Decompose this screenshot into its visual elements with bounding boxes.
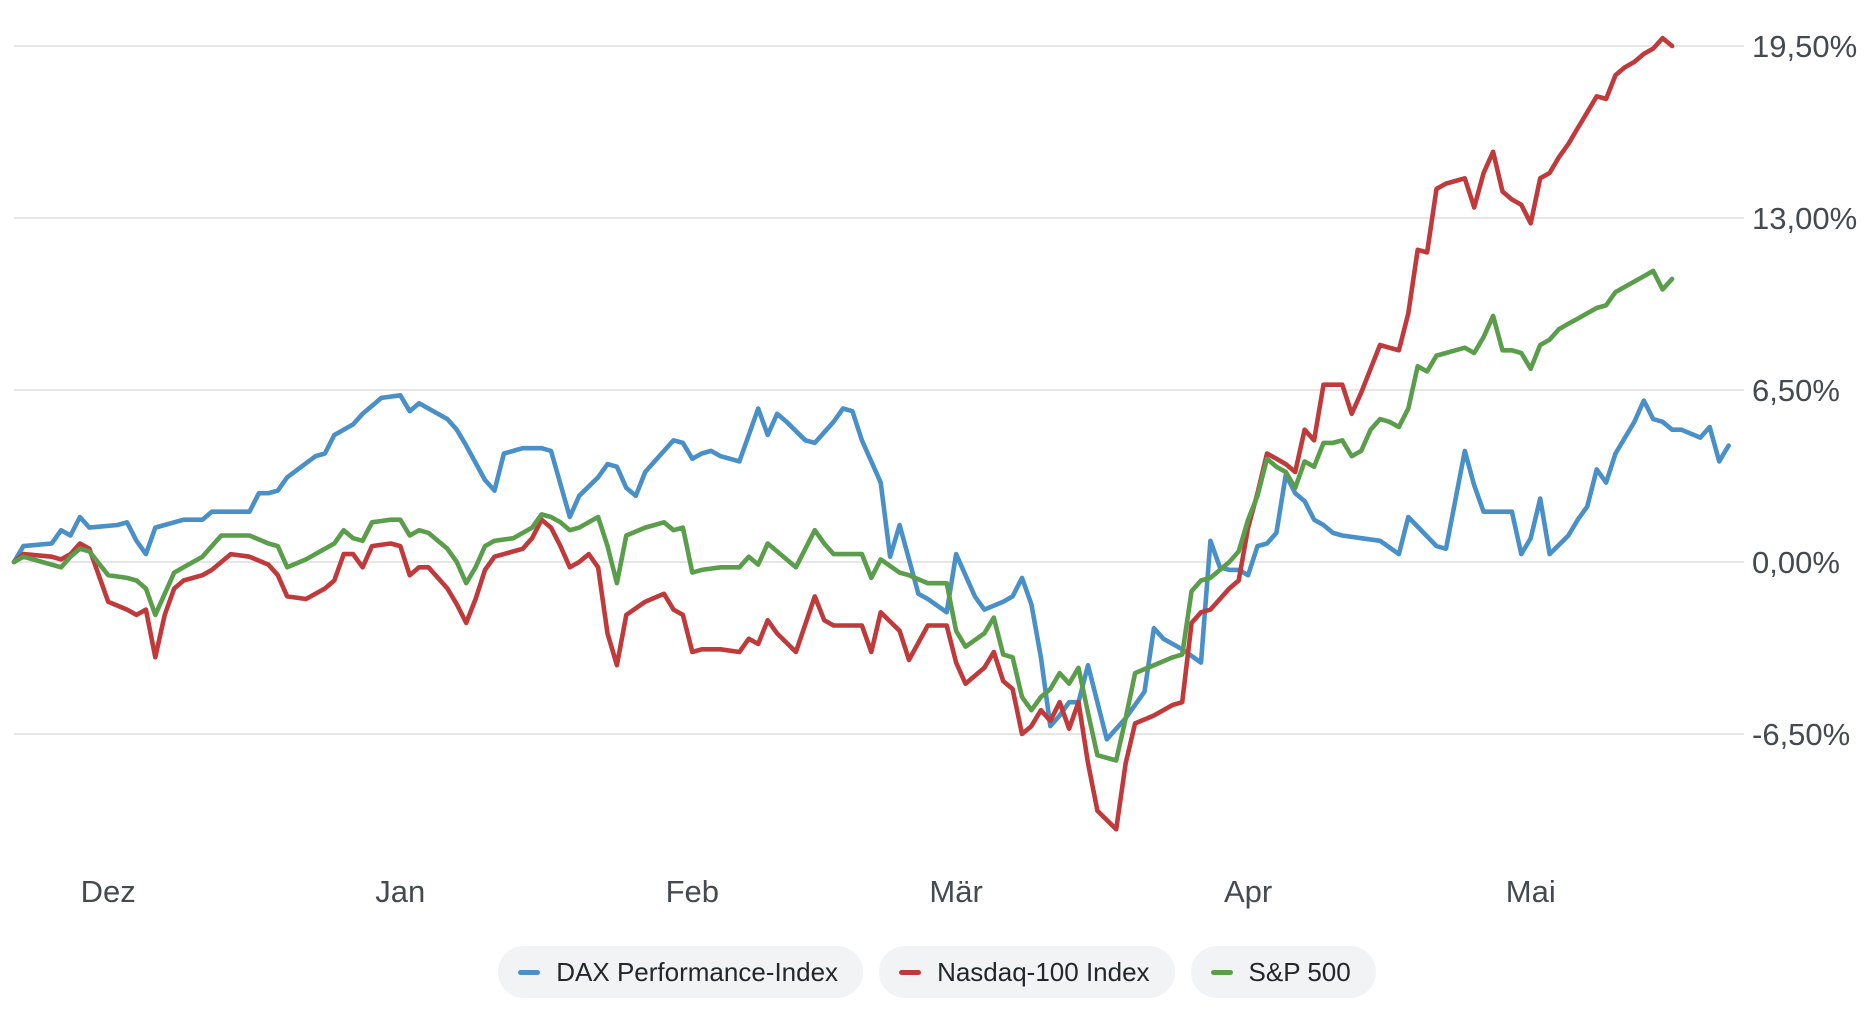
series-line-nasdaq [11, 35, 1675, 832]
x-tick-label: Apr [1224, 874, 1272, 909]
legend-swatch-dax [518, 969, 541, 975]
legend-item-nasdaq[interactable]: Nasdaq-100 Index [879, 946, 1175, 998]
y-tick-label: -6,50% [1752, 717, 1850, 752]
legend-swatch-nasdaq [899, 969, 922, 975]
legend-swatch-sp500 [1210, 969, 1233, 975]
legend-item-sp500[interactable]: S&P 500 [1190, 946, 1376, 998]
legend-label-sp500: S&P 500 [1248, 956, 1351, 987]
y-tick-label: 6,50% [1752, 373, 1840, 408]
gridlines [14, 45, 1744, 735]
x-axis-ticks: Dez Jan Feb Mär Apr Mai [81, 874, 1556, 909]
legend: DAX Performance-Index Nasdaq-100 Index S… [0, 946, 1874, 998]
legend-label-dax: DAX Performance-Index [556, 956, 839, 987]
x-tick-label: Feb [666, 874, 719, 909]
y-tick-label: 19,50% [1752, 29, 1857, 64]
series-lines [11, 35, 1731, 832]
y-axis-ticks: 19,50% 13,00% 6,50% 0,00% -6,50% [1752, 29, 1857, 752]
y-tick-label: 13,00% [1752, 201, 1857, 236]
series-line-sp500 [11, 268, 1675, 763]
legend-label-nasdaq: Nasdaq-100 Index [937, 956, 1150, 987]
x-tick-label: Mär [929, 874, 982, 909]
x-tick-label: Dez [81, 874, 136, 909]
legend-item-dax[interactable]: DAX Performance-Index [498, 946, 864, 998]
y-tick-label: 0,00% [1752, 545, 1840, 580]
series-line-dax [11, 393, 1731, 742]
x-tick-label: Jan [375, 874, 425, 909]
x-tick-label: Mai [1506, 874, 1556, 909]
